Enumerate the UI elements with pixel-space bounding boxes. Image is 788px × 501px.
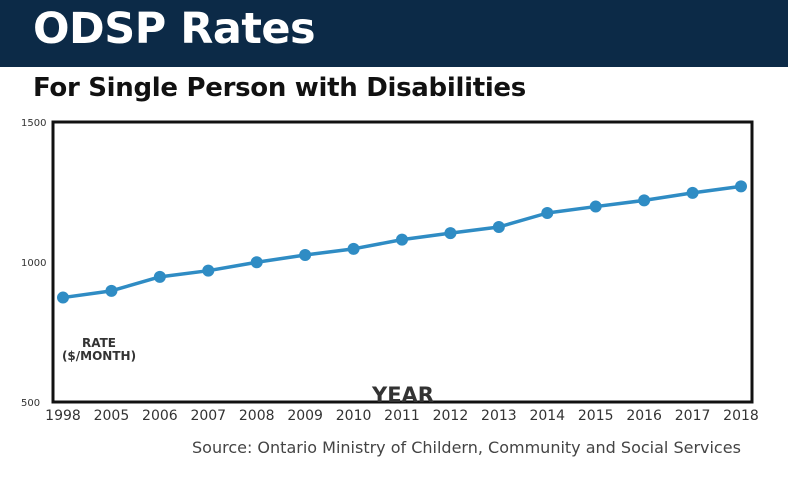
data-point	[735, 180, 747, 193]
data-point	[589, 200, 602, 213]
data-point	[444, 227, 457, 240]
x-tick-label: 2016	[626, 408, 662, 424]
x-tick-label: 2017	[675, 408, 711, 424]
page-title: ODSP Rates	[33, 4, 316, 54]
data-point	[202, 264, 215, 277]
x-axis-ticks: 1998 2005 2006 2007 2008 2009 2010 2011 2012 2013…	[45, 408, 759, 424]
y-axis-label-line-1: RATE	[82, 336, 116, 350]
series-points	[57, 180, 747, 304]
x-tick-label: 2014	[529, 408, 565, 424]
y-axis-label-line-2: ($/MONTH)	[62, 349, 136, 363]
x-tick-label: 2007	[190, 408, 226, 424]
x-tick-label: 2005	[94, 408, 130, 424]
x-tick-label: 2012	[433, 408, 469, 424]
data-point	[541, 207, 554, 219]
title-banner: ODSP Rates	[0, 0, 788, 67]
x-tick-label: 2008	[239, 408, 275, 424]
data-point	[347, 242, 360, 255]
data-point	[299, 249, 312, 261]
chart-subtitle: For Single Person with Disabilities	[33, 73, 526, 103]
source-note: Source: Ontario Ministry of Childern, Co…	[192, 438, 741, 457]
data-point	[250, 256, 263, 269]
x-axis-label: YEAR	[371, 383, 434, 407]
data-point	[638, 194, 651, 207]
y-tick-label: 1500	[21, 118, 46, 129]
data-point	[396, 233, 408, 246]
plot-frame	[51, 120, 754, 404]
x-tick-label: 2011	[384, 408, 420, 424]
x-tick-label: 2010	[336, 408, 372, 424]
data-point	[686, 186, 699, 199]
y-tick-label: 500	[21, 398, 40, 409]
y-tick-label: 1000	[21, 258, 46, 269]
data-point	[492, 221, 505, 233]
data-point	[153, 270, 166, 283]
x-tick-label: 1998	[45, 408, 81, 424]
x-tick-label: 2006	[142, 408, 178, 424]
y-axis-ticks: 500 1000 1500	[21, 118, 46, 409]
x-tick-label: 2013	[481, 408, 517, 424]
data-point	[57, 291, 69, 304]
y-axis-label: RATE ($/MONTH)	[62, 336, 136, 363]
x-tick-label: 2015	[578, 408, 614, 424]
x-tick-label: 2018	[723, 408, 759, 424]
x-tick-label: 2009	[287, 408, 323, 424]
data-point	[105, 284, 118, 297]
